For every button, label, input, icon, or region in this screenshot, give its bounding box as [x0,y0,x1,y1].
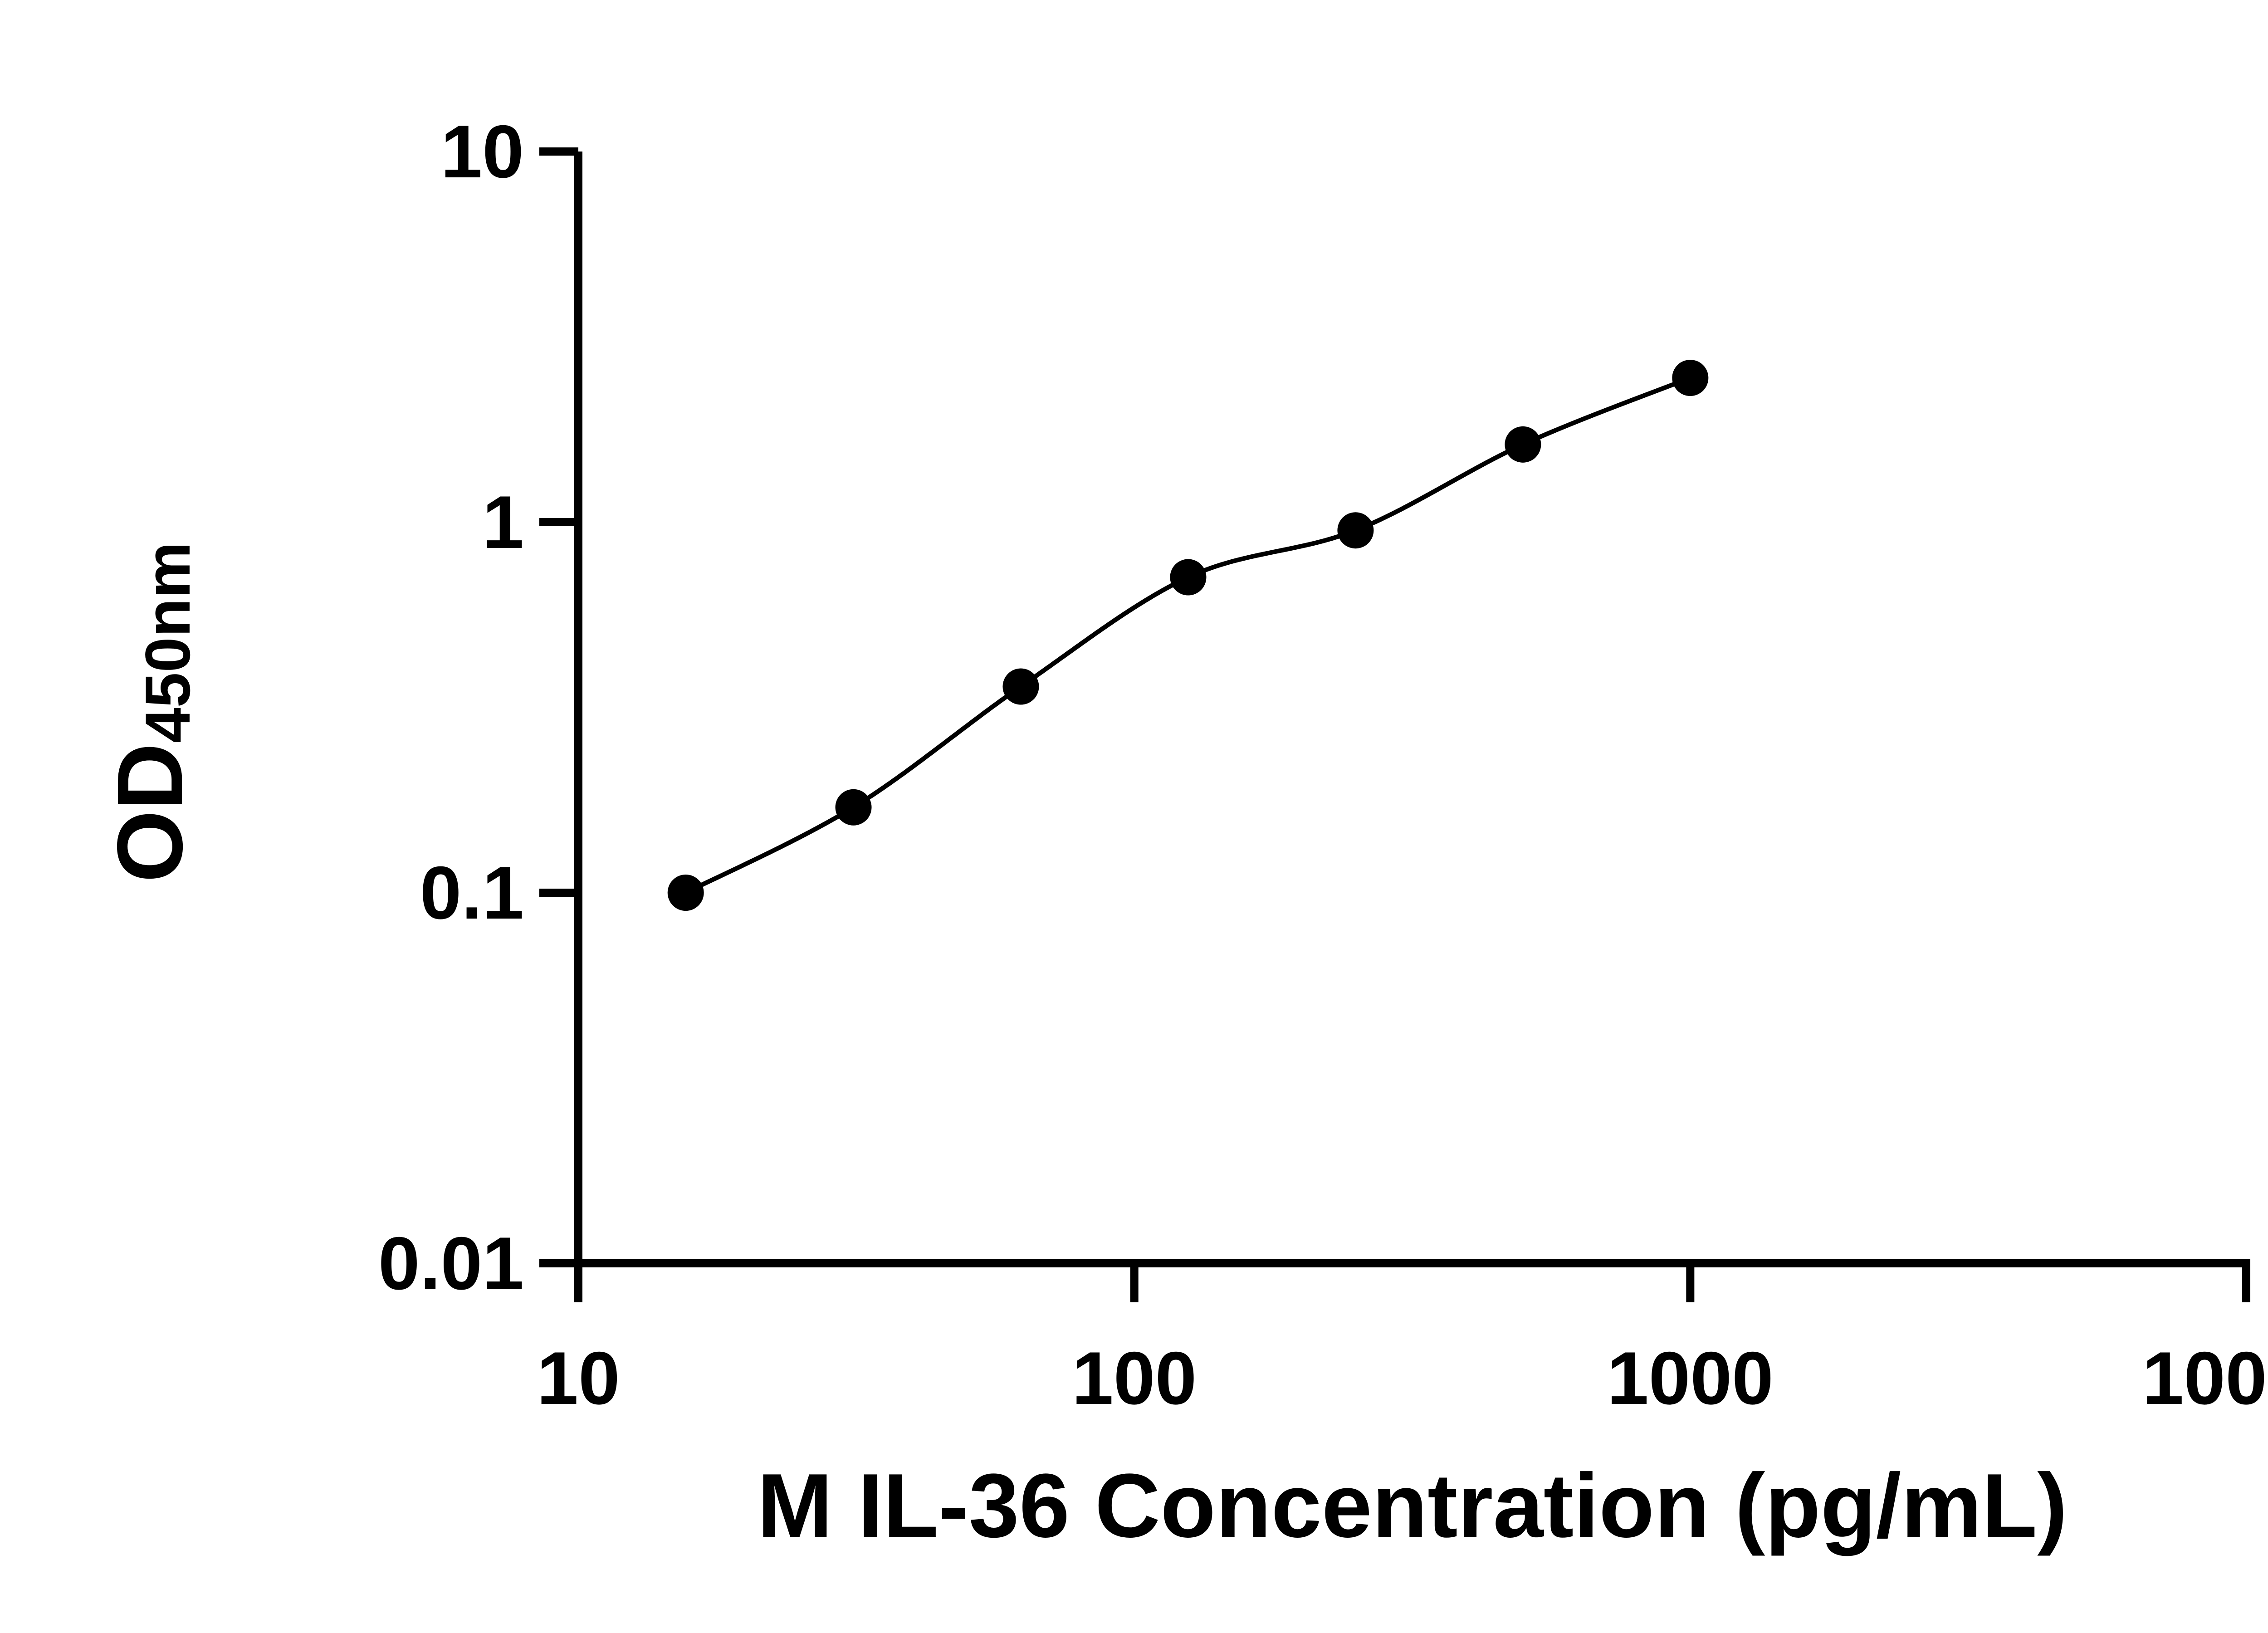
y-tick-label: 0.01 [378,1222,524,1305]
data-point [1170,559,1207,596]
x-axis-title: M IL-36 Concentration (pg/mL) [757,1455,2068,1556]
data-point [1672,360,1709,396]
data-point [667,875,704,911]
y-tick-label: 10 [440,110,524,193]
data-point [1002,668,1039,705]
y-axis-title-sub: 450nm [132,542,203,743]
fit-curve [684,376,1691,895]
data-point [1505,426,1541,463]
y-tick-label: 0.1 [420,851,524,934]
x-tick-label: 10 [537,1336,620,1420]
y-axis-title-text: OD450nm [98,542,203,882]
x-tick-label: 1000 [1607,1336,1774,1420]
data-point [835,789,872,826]
data-point [1337,512,1374,549]
y-tick-label: 1 [482,480,524,564]
x-tick-label: 100 [1072,1336,1197,1420]
y-axis-title-main: OD [98,743,202,883]
x-tick-label: 10000 [2142,1336,2268,1420]
